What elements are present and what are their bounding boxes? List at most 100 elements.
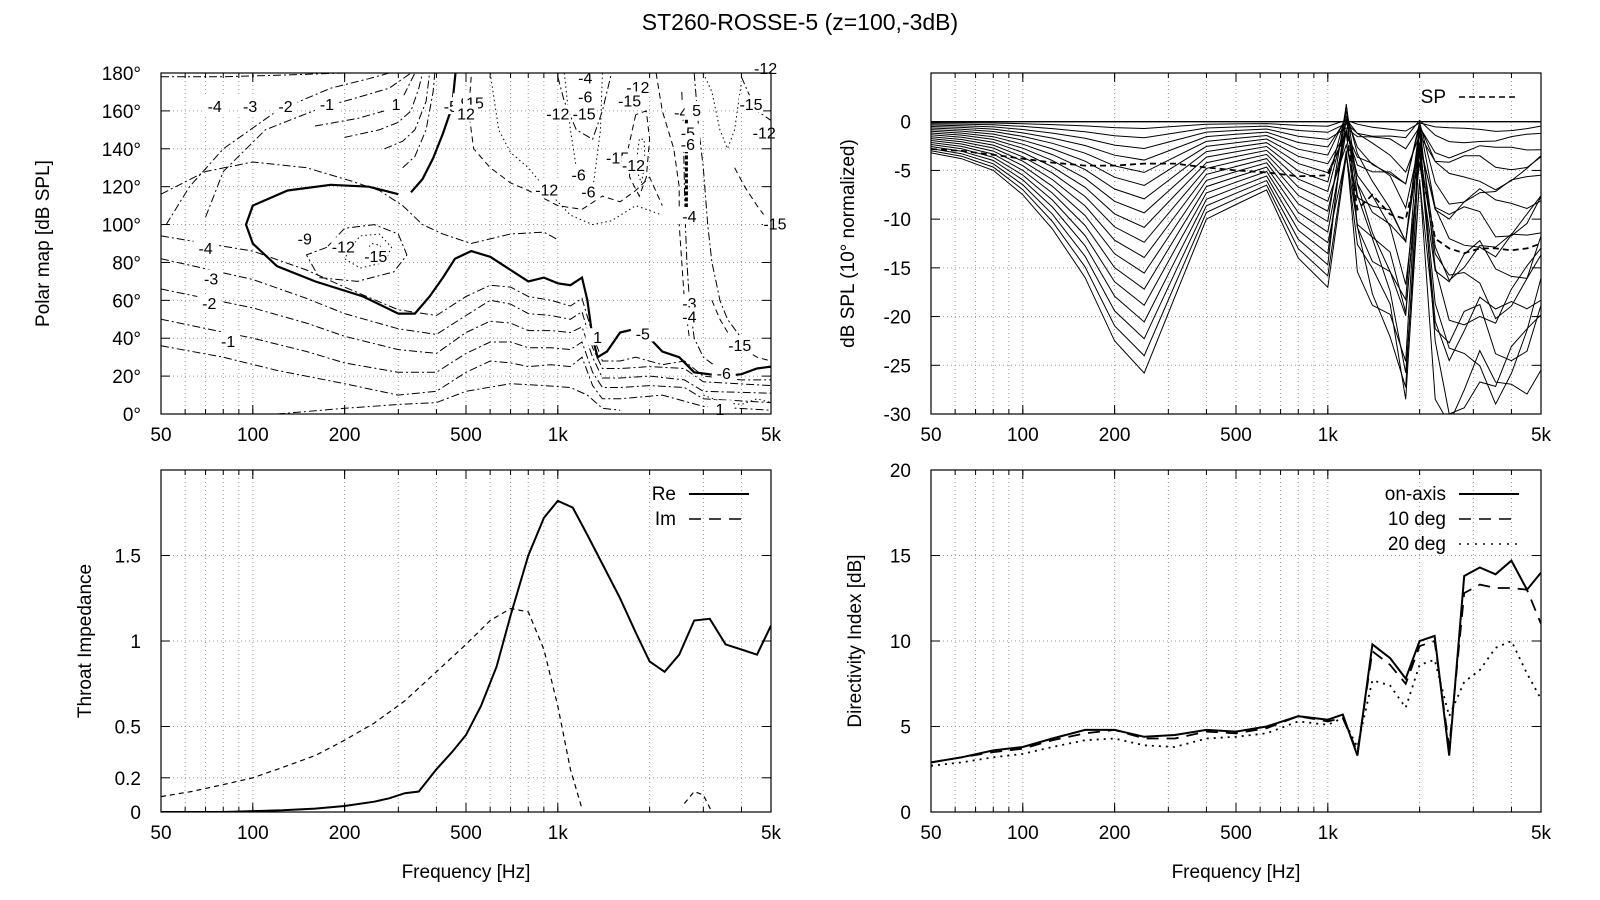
- contour-line: [344, 73, 423, 138]
- contour-label: -4: [208, 99, 222, 116]
- contour-label: 1: [715, 402, 724, 419]
- spl-curve: [931, 115, 1541, 191]
- contour-line: [161, 318, 771, 404]
- contour-line: [402, 73, 436, 169]
- y-tick-label: 0°: [123, 405, 141, 426]
- spl-curve: [931, 129, 1541, 285]
- contour-line: [161, 345, 771, 411]
- contour-label: -15: [573, 107, 596, 124]
- x-tick-label: 50: [150, 823, 171, 844]
- contour-label-bg: [572, 104, 597, 122]
- y-tick-label: -20: [884, 308, 911, 329]
- contour-label-bg: [566, 165, 591, 183]
- contour-label-bg: [216, 332, 241, 350]
- contour-label: -6: [717, 366, 731, 383]
- x-tick-label: 100: [237, 823, 269, 844]
- contour-label: -1: [221, 334, 235, 351]
- y-tick-label: -15: [884, 259, 911, 280]
- contour-label: -12: [753, 126, 776, 143]
- y-tick-label: 120°: [102, 178, 141, 199]
- spl-curve: [931, 119, 1541, 132]
- contour-label: -2: [202, 296, 216, 313]
- contour-label: -6: [681, 137, 695, 154]
- y-axis-label: Directivity Index [dB]: [845, 554, 866, 727]
- spl-curve: [931, 128, 1541, 414]
- contour-label-bg: [677, 294, 702, 312]
- contour-label-bg: [585, 328, 610, 346]
- x-tick-label: 50: [920, 425, 941, 446]
- y-tick-label: -30: [884, 405, 911, 426]
- contour-label: -4: [682, 309, 696, 326]
- contour-label: -15: [728, 338, 751, 355]
- contour-label-bg: [727, 335, 752, 353]
- spl-curve: [931, 103, 1541, 406]
- x-tick-label: 5k: [1531, 823, 1552, 844]
- contour-label: -4: [578, 71, 592, 88]
- contour-label: -3: [204, 271, 218, 288]
- y-axis-label: Throat Impedance: [75, 564, 96, 718]
- legend-label: Re: [652, 484, 676, 505]
- panel-polar: 50 100 200 500 1k 5k 0° 20° 40° 60° 80° 100° 120° 140…: [33, 59, 787, 446]
- contour-label-bg: [753, 59, 778, 77]
- y-tick-label: 20°: [112, 367, 141, 388]
- figure-title: ST260-ROSSE-5 (z=100,-3dB): [642, 9, 958, 35]
- x-axis-label: Frequency [Hz]: [402, 862, 531, 883]
- contour-line: [161, 161, 559, 245]
- contour-line: [161, 288, 771, 394]
- x-tick-label: 100: [237, 425, 269, 446]
- x-tick-label: 200: [329, 425, 361, 446]
- y-axis-label: dB SPL (10° normalized): [838, 139, 859, 348]
- series-on-axis: [931, 559, 1541, 764]
- spl-curve: [931, 131, 1541, 282]
- impedance-curves: [161, 499, 771, 812]
- contour-line: [384, 73, 431, 150]
- contour-label: -6: [571, 167, 585, 184]
- x-tick-label: 500: [450, 823, 482, 844]
- contour-label-bg: [292, 229, 317, 247]
- contour-label: -15: [618, 93, 641, 110]
- contour-line: [702, 73, 742, 151]
- x-tick-label: 5k: [1531, 425, 1552, 446]
- contour-label-bg: [197, 294, 222, 312]
- x-tick-label: 50: [150, 425, 171, 446]
- x-tick-label: 5k: [761, 425, 782, 446]
- contour-label-bg: [193, 239, 218, 257]
- contour-label: 1: [392, 97, 401, 114]
- contour-label: -2: [278, 99, 292, 116]
- contour-label-bg: [238, 97, 263, 115]
- contour-label: -15: [364, 249, 387, 266]
- di-curves: [931, 559, 1541, 767]
- contour-line: [655, 73, 690, 339]
- x-tick-label: 500: [1220, 425, 1252, 446]
- contour-label: -12: [546, 107, 569, 124]
- contour-label-bg: [675, 134, 700, 152]
- y-tick-label: 60°: [112, 291, 141, 312]
- contour-label-bg: [625, 78, 650, 96]
- legend-label: SP: [1421, 87, 1446, 108]
- y-tick-label: 160°: [102, 102, 141, 123]
- x-tick-label: 500: [450, 425, 482, 446]
- contour-label: 1: [593, 330, 602, 347]
- y-tick-label: 180°: [102, 64, 141, 85]
- contour-label-bg: [454, 104, 478, 122]
- contour-label-bg: [617, 91, 642, 109]
- contour-label-bg: [199, 269, 224, 287]
- contour-label: -4: [198, 241, 212, 258]
- panel-impedance: 50 100 200 500 1k 5k 0 0.2 0.5 1 1.5 Throat Impedan…: [75, 469, 782, 883]
- contour-label: -9: [298, 232, 312, 249]
- legend-label: 10 deg: [1388, 509, 1446, 530]
- contour-label-bg: [739, 95, 764, 113]
- legend-label: 20 deg: [1388, 534, 1446, 555]
- series-10-deg: [931, 583, 1541, 764]
- y-tick-label: 140°: [102, 140, 141, 161]
- contour-line: [703, 394, 771, 406]
- sp-curve: [931, 128, 1541, 255]
- contour-label-bg: [534, 180, 559, 198]
- series-im: [161, 607, 583, 809]
- contour-line: [161, 235, 771, 381]
- y-tick-label: -5: [894, 161, 911, 182]
- x-tick-label: 1k: [548, 425, 569, 446]
- contour-label-bg: [762, 214, 787, 232]
